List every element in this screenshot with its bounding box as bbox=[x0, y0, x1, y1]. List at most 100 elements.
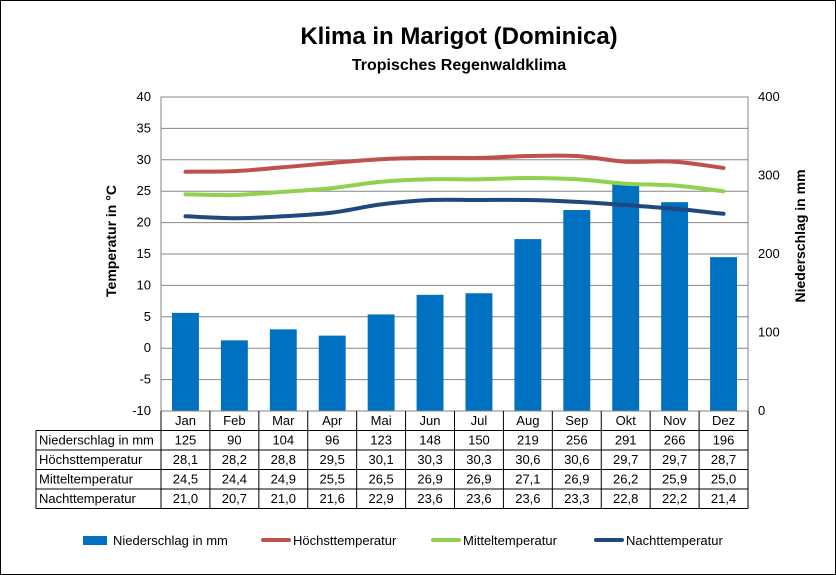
table-cell: 123 bbox=[370, 433, 392, 448]
table-cell: 29,7 bbox=[662, 452, 687, 467]
precipitation-bar bbox=[465, 293, 493, 411]
left-axis-tick-label: 5 bbox=[144, 309, 151, 324]
table-row-header: Mitteltemperatur bbox=[39, 472, 134, 487]
category-label: Sep bbox=[565, 413, 588, 428]
left-axis-tick-label: 40 bbox=[137, 89, 151, 104]
table-cell: 28,7 bbox=[711, 452, 736, 467]
precipitation-bar bbox=[612, 182, 640, 411]
right-axis-tick-label: 400 bbox=[758, 89, 780, 104]
table-cell: 30,3 bbox=[466, 452, 491, 467]
left-axis-tick-label: 20 bbox=[137, 215, 151, 230]
table-cell: 28,8 bbox=[271, 452, 296, 467]
legend-label: Niederschlag in mm bbox=[113, 533, 228, 548]
left-axis-tick-label: 30 bbox=[137, 152, 151, 167]
mitteltemperatur-line bbox=[183, 175, 726, 198]
table-cell: 26,2 bbox=[613, 472, 638, 487]
legend-label: Höchsttemperatur bbox=[293, 533, 397, 548]
h-chsttemperatur-line bbox=[183, 153, 726, 174]
table-cell: 266 bbox=[664, 433, 686, 448]
table-cell: 26,9 bbox=[564, 472, 589, 487]
table-cell: 26,5 bbox=[368, 472, 393, 487]
table-cell: 23,6 bbox=[515, 491, 540, 506]
table-cell: 256 bbox=[566, 433, 588, 448]
right-axis-tick-label: 200 bbox=[758, 246, 780, 261]
table-cell: 96 bbox=[325, 433, 339, 448]
category-label: Jan bbox=[175, 413, 196, 428]
precipitation-bar bbox=[367, 314, 395, 411]
table-cell: 21,6 bbox=[320, 491, 345, 506]
category-label: Jul bbox=[471, 413, 488, 428]
category-label: Feb bbox=[223, 413, 245, 428]
table-row-header: Höchsttemperatur bbox=[39, 452, 143, 467]
precipitation-bar bbox=[514, 239, 542, 411]
category-label: Jun bbox=[420, 413, 441, 428]
table-cell: 30,6 bbox=[515, 452, 540, 467]
right-axis-title: Niederschlag in mm bbox=[792, 169, 808, 302]
precipitation-bar bbox=[318, 335, 346, 411]
table-cell: 219 bbox=[517, 433, 539, 448]
category-label: Dez bbox=[712, 413, 735, 428]
left-axis-tick-label: 25 bbox=[137, 183, 151, 198]
table-row-header: Nachttemperatur bbox=[39, 491, 136, 506]
axes: 40 35 30 25 20 15 10 5 0 -5 -10 400 300 200 100 0 bbox=[132, 89, 780, 418]
table-cell: 25,9 bbox=[662, 472, 687, 487]
precipitation-bar bbox=[563, 210, 591, 411]
table-cell: 29,5 bbox=[320, 452, 345, 467]
category-label: Okt bbox=[616, 413, 637, 428]
precipitation-bars bbox=[172, 182, 737, 411]
table-cell: 27,1 bbox=[515, 472, 540, 487]
table-cell: 30,6 bbox=[564, 452, 589, 467]
data-table: Jan Feb Mar Apr Mai Jun Jul Aug Sep Okt Nov Dez Nied… bbox=[35, 411, 749, 509]
table-cell: 25,5 bbox=[320, 472, 345, 487]
table-cell: 30,1 bbox=[368, 452, 393, 467]
precipitation-bar bbox=[710, 257, 737, 411]
table-cell: 23,6 bbox=[466, 491, 491, 506]
table-cell: 23,3 bbox=[564, 491, 589, 506]
left-axis-tick-label: 0 bbox=[144, 340, 151, 355]
table-cell: 104 bbox=[272, 433, 294, 448]
table-cell: 90 bbox=[227, 433, 241, 448]
table-cell: 28,1 bbox=[173, 452, 198, 467]
left-axis-tick-label: 35 bbox=[137, 120, 151, 135]
right-axis-tick-label: 300 bbox=[758, 168, 780, 183]
table-cell: 30,3 bbox=[417, 452, 442, 467]
table-cell: 291 bbox=[615, 433, 637, 448]
gridlines bbox=[161, 96, 748, 381]
legend-label: Nachttemperatur bbox=[626, 533, 723, 548]
table-cell: 150 bbox=[468, 433, 490, 448]
nachttemperatur-line bbox=[183, 197, 726, 221]
table-cell: 28,2 bbox=[222, 452, 247, 467]
category-label: Mai bbox=[371, 413, 392, 428]
table-cell: 22,9 bbox=[368, 491, 393, 506]
precipitation-bar bbox=[172, 312, 199, 411]
precipitation-bar bbox=[269, 329, 297, 411]
table-cell: 125 bbox=[175, 433, 197, 448]
precipitation-bar bbox=[661, 202, 689, 411]
category-label: Apr bbox=[322, 413, 343, 428]
temperature-lines bbox=[183, 153, 726, 221]
table-cell: 24,9 bbox=[271, 472, 296, 487]
table-cell: 26,9 bbox=[466, 472, 491, 487]
left-axis-tick-label: -5 bbox=[139, 372, 151, 387]
table-cell: 20,7 bbox=[222, 491, 247, 506]
right-axis-tick-label: 0 bbox=[758, 403, 765, 418]
legend-label: Mitteltemperatur bbox=[463, 533, 558, 548]
category-label: Mar bbox=[272, 413, 295, 428]
table-cell: 21,4 bbox=[711, 491, 736, 506]
table-cell: 21,0 bbox=[271, 491, 296, 506]
left-axis-tick-label: 15 bbox=[137, 246, 151, 261]
right-axis-tick-label: 100 bbox=[758, 325, 780, 340]
table-cell: 25,0 bbox=[711, 472, 736, 487]
precipitation-bar bbox=[416, 294, 444, 411]
table-cell: 23,6 bbox=[417, 491, 442, 506]
legend-swatch-bar bbox=[83, 536, 107, 545]
table-cell: 21,0 bbox=[173, 491, 198, 506]
table-cell: 24,4 bbox=[222, 472, 247, 487]
category-label: Nov bbox=[663, 413, 687, 428]
chart-legend: Niederschlag in mm Höchsttemperatur Mittel… bbox=[83, 533, 723, 548]
left-axis-tick-label: -10 bbox=[132, 403, 151, 418]
table-row-header: Niederschlag in mm bbox=[39, 433, 154, 448]
table-cell: 24,5 bbox=[173, 472, 198, 487]
table-cell: 148 bbox=[419, 433, 441, 448]
